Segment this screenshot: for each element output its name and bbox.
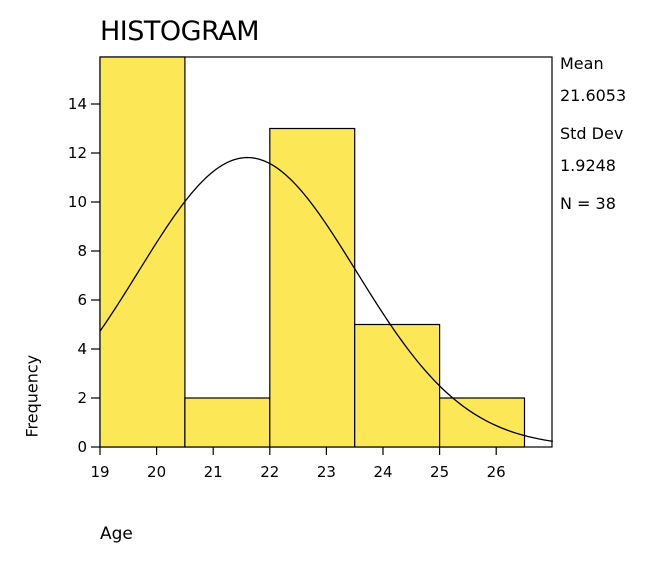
- x-tick-label-21: 21: [204, 463, 223, 481]
- normal-curve-line: [99, 156, 553, 442]
- y-tick-label-2: 2: [77, 389, 87, 407]
- histogram-bar-5: [439, 397, 526, 448]
- n-label: N = 38: [560, 194, 616, 213]
- std-dev-value: 1.9248: [560, 156, 616, 175]
- chart-title: HISTOGRAM: [100, 16, 260, 47]
- x-tick-label-19: 19: [90, 463, 109, 481]
- y-tick-label-0: 0: [77, 438, 87, 456]
- y-tick-label-12: 12: [68, 144, 87, 162]
- x-tick-label-22: 22: [260, 463, 279, 481]
- y-tick-label-4: 4: [77, 340, 87, 358]
- mean-value: 21.6053: [560, 86, 627, 105]
- histogram-bar-2: [184, 397, 271, 448]
- histogram-bar-4: [354, 323, 441, 448]
- histogram-bar-3: [269, 127, 356, 448]
- x-axis-label: Age: [100, 524, 133, 544]
- y-tick-label-6: 6: [77, 291, 87, 309]
- x-tick-label-25: 25: [430, 463, 449, 481]
- y-tick-label-14: 14: [68, 95, 87, 113]
- x-tick-label-26: 26: [487, 463, 506, 481]
- x-tick-label-24: 24: [373, 463, 392, 481]
- x-tick-label-23: 23: [317, 463, 336, 481]
- y-tick-label-10: 10: [68, 193, 87, 211]
- std-dev-label: Std Dev: [560, 124, 624, 143]
- mean-label: Mean: [560, 54, 604, 73]
- histogram-bar-1: [99, 56, 186, 448]
- x-tick-label-20: 20: [147, 463, 166, 481]
- y-tick-label-8: 8: [77, 242, 87, 260]
